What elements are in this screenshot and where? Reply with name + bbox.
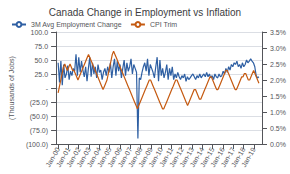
svg-text:Jan-15: Jan-15: [198, 146, 216, 169]
svg-text:(Thousands of Jobs): (Thousands of Jobs): [8, 56, 16, 120]
svg-text:Jan-13: Jan-13: [178, 146, 195, 169]
svg-text:Canada Change in Employment vs: Canada Change in Employment vs Inflation: [49, 7, 241, 18]
svg-text:-: -: [46, 85, 49, 92]
svg-text:(50.0): (50.0): [30, 113, 48, 121]
svg-text:(100.0): (100.0): [26, 141, 48, 149]
svg-text:Jan-17: Jan-17: [219, 146, 237, 169]
svg-text:100.0: 100.0: [31, 29, 49, 36]
svg-text:(75.0): (75.0): [30, 127, 48, 135]
svg-text:Jan-18: Jan-18: [229, 146, 247, 169]
svg-text:1.0%: 1.0%: [270, 109, 286, 116]
svg-text:Jan-01: Jan-01: [54, 146, 72, 169]
svg-text:Jan-00: Jan-00: [44, 146, 62, 169]
svg-text:Jan-11: Jan-11: [157, 146, 175, 168]
svg-text:Jan-02: Jan-02: [65, 146, 82, 169]
svg-text:Jan-05: Jan-05: [95, 146, 113, 169]
svg-text:Jan-04: Jan-04: [85, 146, 103, 169]
svg-text:Jan-14: Jan-14: [188, 146, 206, 169]
svg-text:2.0%: 2.0%: [270, 77, 286, 84]
svg-text:3M Avg Employment Change: 3M Avg Employment Change: [31, 21, 122, 29]
svg-text:Jan-08: Jan-08: [126, 146, 144, 169]
svg-text:3.5%: 3.5%: [270, 29, 286, 36]
svg-text:Jan-10: Jan-10: [147, 146, 165, 169]
svg-text:1.5%: 1.5%: [270, 93, 286, 100]
svg-text:Jan-16: Jan-16: [209, 146, 226, 169]
svg-text:Jan-07: Jan-07: [116, 146, 134, 169]
svg-text:CPI Trim: CPI Trim: [150, 21, 177, 28]
svg-text:3.0%: 3.0%: [270, 45, 286, 52]
svg-text:Jan-09: Jan-09: [137, 146, 154, 169]
svg-text:Jan-03: Jan-03: [75, 146, 93, 169]
svg-text:75.0: 75.0: [34, 43, 48, 50]
svg-text:0.5%: 0.5%: [270, 125, 286, 132]
svg-text:Jan-19: Jan-19: [240, 146, 257, 168]
svg-text:2.5%: 2.5%: [270, 61, 286, 68]
svg-text:50.0: 50.0: [34, 57, 48, 64]
svg-text:Jan-06: Jan-06: [106, 146, 123, 169]
svg-text:Jan-12: Jan-12: [168, 146, 185, 169]
svg-text:25.0: 25.0: [34, 71, 48, 78]
svg-text:(25.0): (25.0): [30, 99, 48, 107]
svg-text:0.0%: 0.0%: [270, 141, 286, 148]
